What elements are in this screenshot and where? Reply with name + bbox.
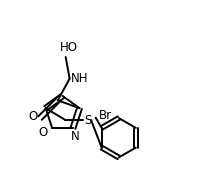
Text: NH: NH <box>71 72 88 85</box>
Text: N: N <box>71 130 79 143</box>
Text: O: O <box>39 126 48 140</box>
Text: O: O <box>28 110 38 123</box>
Text: Br: Br <box>99 109 112 122</box>
Text: S: S <box>84 113 92 126</box>
Text: HO: HO <box>60 41 78 54</box>
